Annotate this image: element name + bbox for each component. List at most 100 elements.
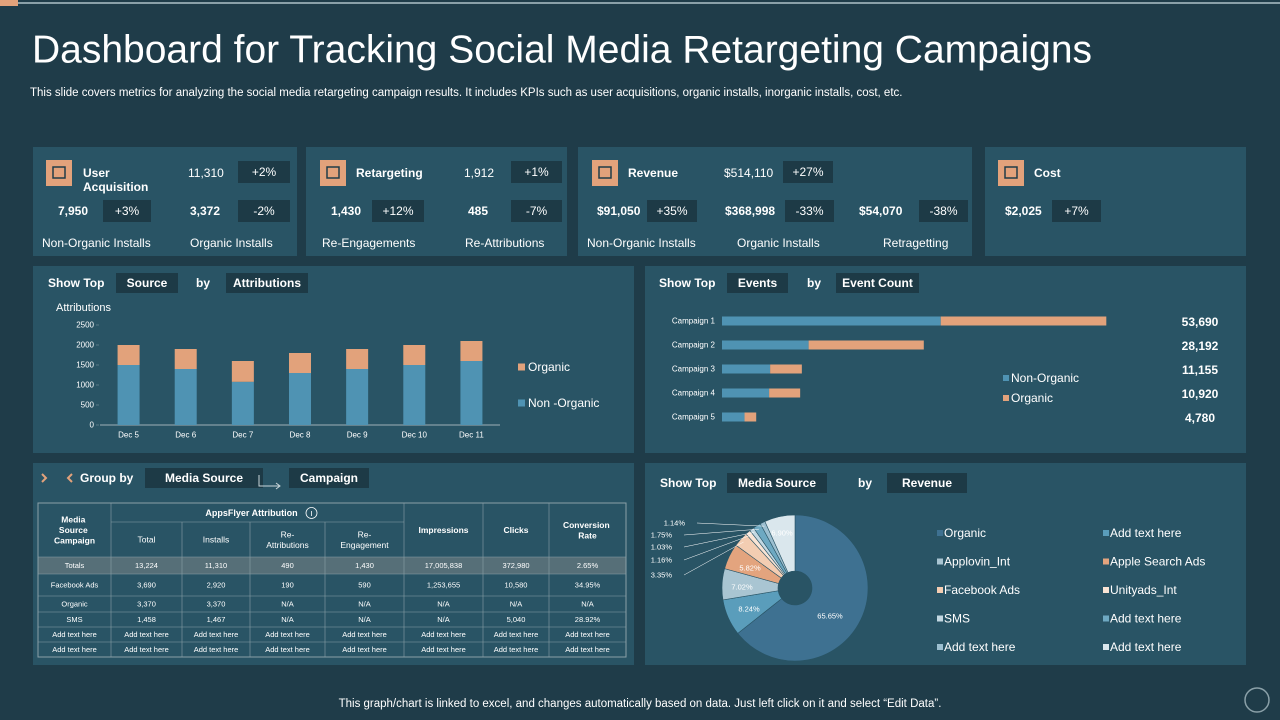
kpi-value: 7,950	[58, 204, 88, 218]
table-cell: Facebook Ads	[51, 581, 99, 590]
control-box	[289, 468, 369, 488]
legend-label: Add text here	[1110, 612, 1182, 626]
kpi-icon	[592, 160, 618, 186]
control-label: Show Top	[660, 476, 716, 490]
legend-swatch	[1003, 395, 1009, 401]
category-label: Campaign 1	[672, 317, 716, 326]
slice-label: 8.24%	[738, 605, 760, 614]
legend-label: SMS	[944, 612, 970, 626]
kpi-title: User Acquisition	[83, 166, 148, 194]
bar	[722, 316, 941, 326]
y-tick-label: 1500	[76, 361, 94, 370]
kpi-label: Re-Attributions	[465, 236, 544, 250]
table-cell: 1,253,655	[427, 581, 460, 590]
table-cell: 1,467	[207, 615, 226, 624]
table-frame	[37, 502, 627, 658]
table-cell: N/A	[281, 615, 294, 624]
table-total-row	[38, 557, 626, 574]
legend-swatch	[1103, 530, 1109, 536]
kpi-label: Retragetting	[883, 236, 948, 250]
change-badge	[783, 161, 833, 183]
change-value: -2%	[253, 204, 275, 218]
slice-label: 7.02%	[731, 583, 753, 592]
legend-label: Non-Organic	[1011, 371, 1079, 385]
table-cell: Add text here	[565, 630, 610, 639]
control-label: by	[858, 476, 872, 490]
bar	[289, 353, 311, 373]
table-cell: Organic	[61, 600, 88, 609]
legend-swatch	[1103, 644, 1109, 650]
bar	[231, 381, 254, 425]
legend-label: Organic	[1011, 391, 1053, 405]
legend-label: Apple Search Ads	[1110, 555, 1205, 569]
slice-label: 65.65%	[817, 612, 843, 621]
change-value: +35%	[656, 204, 687, 218]
control-box	[836, 273, 919, 293]
kpi-label: Non-Organic Installs	[42, 236, 151, 250]
kpi-value: $368,998	[725, 204, 775, 218]
top-accent	[0, 0, 18, 6]
y-axis-label: Attributions	[56, 302, 112, 314]
table-cell: 3,370	[137, 600, 156, 609]
legend-label: Add text here	[944, 640, 1016, 654]
y-tick-label: 0	[90, 421, 95, 430]
legend-label: Organic	[528, 360, 570, 374]
legend-swatch	[937, 587, 943, 593]
bar	[769, 388, 801, 398]
control: Media Source	[738, 476, 816, 490]
legend-swatch	[1103, 615, 1109, 622]
bar	[174, 369, 197, 425]
change-value: +2%	[252, 165, 277, 179]
change-value: -33%	[795, 204, 823, 218]
table-cell: N/A	[581, 600, 594, 609]
legend-swatch	[937, 558, 943, 565]
change-badge	[1052, 200, 1101, 222]
leader-line	[683, 532, 755, 548]
change-badge	[919, 200, 968, 222]
total-label: 10,920	[1182, 387, 1219, 401]
table-cell: Add text here	[421, 645, 466, 654]
x-tick-label: Dec 9	[347, 431, 368, 440]
change-badge	[103, 200, 151, 222]
change-badge	[785, 200, 834, 222]
legend-label: Add text here	[1110, 526, 1182, 540]
control: Attributions	[233, 276, 301, 290]
bar	[403, 365, 426, 425]
change-badge	[647, 200, 697, 222]
x-tick-label: Dec 10	[402, 431, 428, 440]
control-box	[116, 273, 178, 293]
control: Media Source	[165, 471, 243, 485]
table-cell: N/A	[510, 600, 523, 609]
table-cell: Totals	[65, 561, 85, 570]
control-label: Show Top	[659, 276, 715, 290]
slice-label: 1.03%	[651, 543, 673, 552]
control-box	[145, 468, 263, 488]
table-cell: Add text here	[265, 645, 310, 654]
kpi-value: 485	[468, 204, 488, 218]
kpi-value: $2,025	[1005, 204, 1042, 218]
table-cell: 1,430	[355, 561, 374, 570]
bar	[346, 369, 369, 425]
kpi-title: Cost	[1034, 166, 1061, 180]
table-header: Clicks	[503, 525, 528, 535]
y-tick-label: 500	[81, 401, 95, 410]
legend-label: Facebook Ads	[944, 583, 1020, 597]
control-box	[226, 273, 308, 293]
slice-label: 1.16%	[651, 556, 673, 565]
change-badge	[511, 161, 562, 183]
leader-line	[683, 528, 760, 536]
table-cell: N/A	[358, 600, 371, 609]
legend-label: Unityads_Int	[1110, 583, 1177, 597]
bar	[117, 365, 140, 425]
slice-label: 3.35%	[651, 571, 673, 580]
bar	[403, 345, 426, 365]
kpi-title: Revenue	[628, 166, 678, 180]
table-cell: 10,580	[505, 581, 528, 590]
legend-swatch	[518, 399, 525, 407]
bar	[460, 341, 483, 361]
table-cell: 28.92%	[575, 615, 601, 624]
legend-swatch	[937, 615, 943, 622]
kpi-headline: 11,310	[188, 166, 224, 180]
page-title: Dashboard for Tracking Social Media Reta…	[32, 29, 1092, 72]
